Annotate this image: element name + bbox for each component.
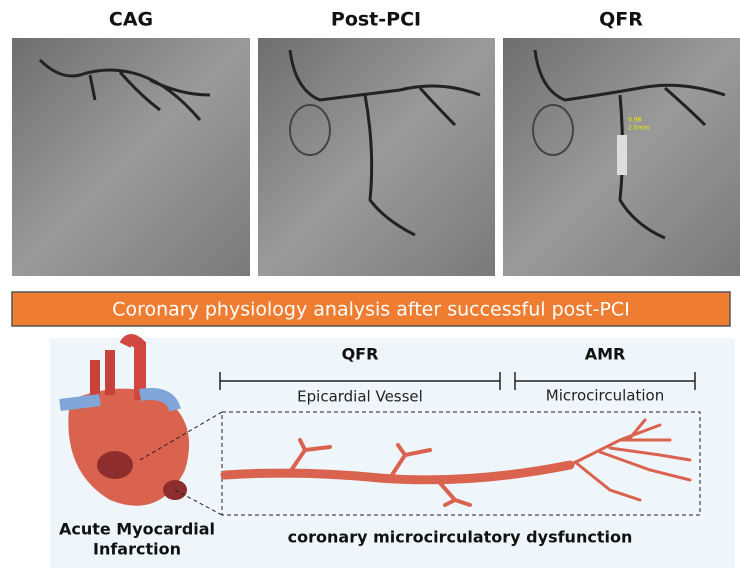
panel-title: QFR — [599, 9, 643, 31]
qfr-diameter: 2.5mm — [628, 125, 649, 132]
angiogram-cag — [12, 38, 250, 276]
caption: coronary microcirculatory dysfunction — [288, 528, 633, 547]
segment-title: AMR — [585, 345, 626, 364]
banner — [11, 291, 731, 327]
panel-title: CAG — [109, 9, 153, 31]
segment-label: Microcirculation — [546, 387, 664, 405]
bracket-epicardial — [219, 372, 501, 390]
segment-title: QFR — [342, 345, 379, 364]
zoom-box — [221, 411, 701, 516]
heart-label: Infarction — [93, 540, 181, 559]
segment-label: Epicardial Vessel — [297, 388, 423, 406]
angiogram-post-pci — [258, 38, 495, 276]
vessel-tree — [220, 418, 692, 507]
bracket-micro — [514, 372, 696, 390]
heart-label: Acute Myocardial — [59, 520, 215, 539]
angiogram-qfr: 0.98 2.5mm — [503, 38, 740, 276]
panel-title: Post-PCI — [331, 9, 421, 31]
banner-text: Coronary physiology analysis after succe… — [112, 299, 630, 321]
qfr-value: 0.98 — [628, 117, 642, 124]
